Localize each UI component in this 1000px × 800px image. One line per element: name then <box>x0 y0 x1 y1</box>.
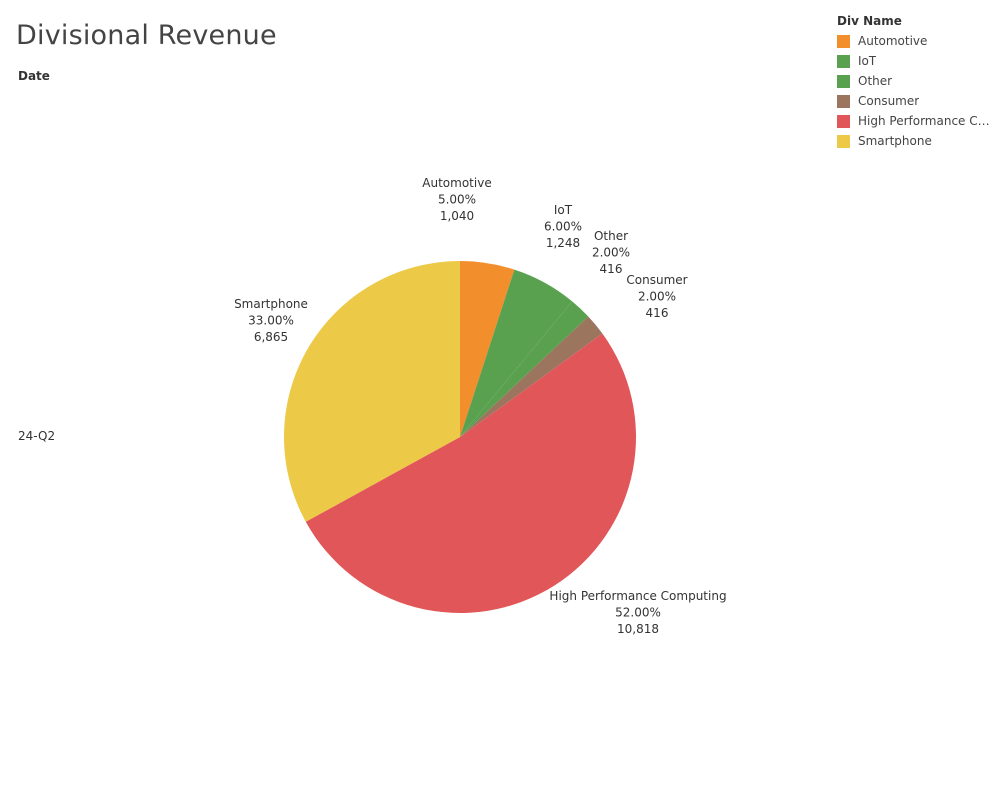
slice-label-name: Smartphone <box>234 297 308 311</box>
column-header-date: Date <box>18 69 50 83</box>
slice-label-percent: 5.00% <box>438 193 476 207</box>
legend-item-other[interactable]: Other <box>837 71 997 91</box>
chart-title: Divisional Revenue <box>16 20 277 51</box>
slice-label-name: High Performance Computing <box>549 589 726 603</box>
pie-slice-high-performance-computing[interactable] <box>305 333 637 614</box>
slice-label-percent: 33.00% <box>248 314 294 328</box>
legend-swatch <box>837 134 850 148</box>
slice-label-value: 10,818 <box>617 622 659 636</box>
row-label-period: 24-Q2 <box>18 429 56 443</box>
pie-slice-other[interactable] <box>460 301 589 437</box>
slice-label-name: Other <box>594 229 628 243</box>
legend-item-high-performance-computing[interactable]: High Performance Co.. <box>837 111 997 131</box>
legend-title: Div Name <box>837 14 902 28</box>
legend-swatch <box>837 54 850 68</box>
pie-slice-automotive[interactable] <box>460 261 515 437</box>
slice-label-percent: 2.00% <box>638 290 676 304</box>
slice-label-value: 416 <box>600 262 623 276</box>
slice-label-percent: 6.00% <box>544 220 582 234</box>
pie-slice-consumer[interactable] <box>460 316 603 437</box>
slice-label-percent: 2.00% <box>592 246 630 260</box>
legend: Div Name Automotive IoT Other Consumer H… <box>837 14 997 151</box>
slice-label-value: 1,040 <box>440 209 474 223</box>
pie-slice-smartphone[interactable] <box>284 261 460 522</box>
legend-item-iot[interactable]: IoT <box>837 51 997 71</box>
legend-swatch <box>837 114 850 128</box>
slice-label-name: Automotive <box>422 176 491 190</box>
pie-slice-iot[interactable] <box>460 269 573 437</box>
slice-label-value: 1,248 <box>546 236 580 250</box>
slice-label-percent: 52.00% <box>615 606 661 620</box>
slice-label-value: 6,865 <box>254 330 288 344</box>
slice-label-name: IoT <box>554 203 573 217</box>
legend-item-consumer[interactable]: Consumer <box>837 91 997 111</box>
slice-label-name: Consumer <box>626 273 687 287</box>
legend-item-smartphone[interactable]: Smartphone <box>837 131 997 151</box>
slice-label-value: 416 <box>646 306 669 320</box>
legend-swatch <box>837 74 850 88</box>
legend-item-automotive[interactable]: Automotive <box>837 31 997 51</box>
legend-swatch <box>837 34 850 48</box>
legend-swatch <box>837 94 850 108</box>
